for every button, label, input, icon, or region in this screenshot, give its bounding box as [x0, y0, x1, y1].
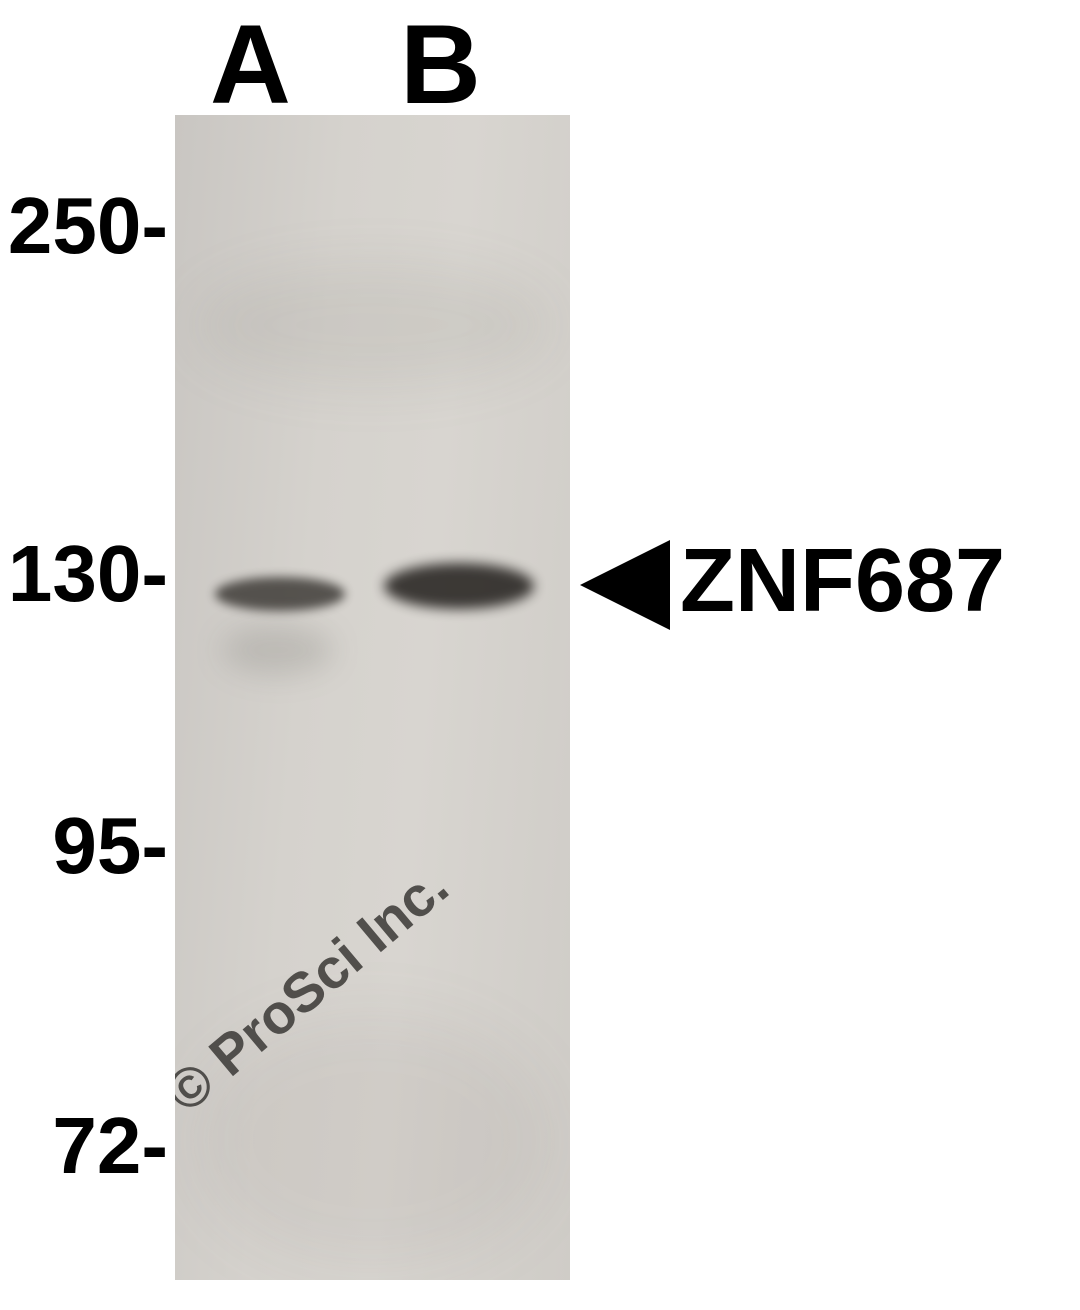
target-protein-label: ZNF687 — [680, 530, 1005, 633]
lane-header-b: B — [400, 0, 481, 129]
mw-marker-95: 95- — [52, 800, 168, 892]
blot-smudge — [222, 625, 333, 675]
arrow-left-icon — [580, 540, 670, 630]
band-lane-b — [384, 563, 534, 609]
blot-smudge — [195, 265, 551, 385]
western-blot-membrane: © ProSci Inc. — [175, 115, 570, 1280]
mw-marker-250: 250- — [8, 180, 168, 272]
mw-marker-72: 72- — [52, 1100, 168, 1192]
target-indicator — [580, 540, 670, 630]
band-lane-a — [215, 577, 345, 611]
lane-header-a: A — [210, 0, 291, 129]
mw-marker-130: 130- — [8, 528, 168, 620]
